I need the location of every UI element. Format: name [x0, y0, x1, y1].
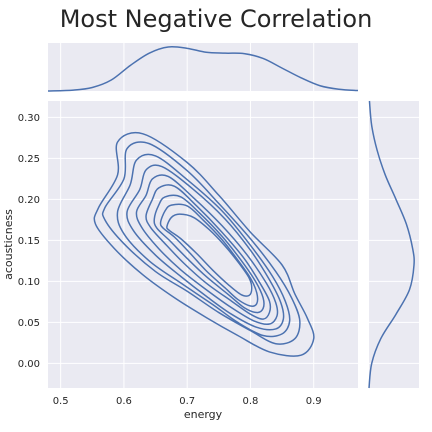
y-tick-label: 0.05 [18, 318, 40, 329]
joint-grid [48, 101, 358, 388]
y-tick-label: 0.15 [18, 236, 40, 247]
contour-level-3 [116, 153, 291, 338]
y-tick-label: 0.20 [18, 195, 40, 206]
joint-panel [48, 101, 358, 388]
x-axis-label: energy [184, 408, 223, 421]
contour-level-8 [159, 203, 259, 307]
contour-level-4 [126, 164, 285, 331]
marginal-y-panel [368, 100, 419, 389]
x-tick-label: 0.7 [179, 396, 195, 407]
marginal-x-panel [47, 43, 359, 92]
contour-level-2 [101, 141, 301, 345]
contour-level-5 [135, 174, 279, 326]
y-tick-label: 0.00 [18, 359, 40, 370]
contour-level-7 [153, 194, 265, 314]
marginal-y-density-line [368, 100, 415, 389]
contour-level-6 [145, 184, 272, 320]
x-tick-label: 0.6 [116, 396, 132, 407]
marginal-x-grid [60, 43, 315, 91]
y-axis-label: acousticness [2, 209, 15, 280]
y-tick-label: 0.25 [18, 154, 40, 165]
contour-level-1 [93, 131, 315, 357]
marginal-x-density-line [47, 45, 359, 92]
x-tick-label: 0.9 [306, 396, 322, 407]
x-tick-labels: 0.5 0.6 0.7 0.8 0.9 [53, 396, 322, 407]
y-tick-labels: 0.00 0.05 0.10 0.15 0.20 0.25 0.30 [18, 113, 40, 370]
contour-lines [93, 131, 315, 357]
x-tick-label: 0.8 [242, 396, 258, 407]
chart-title: Most Negative Correlation [60, 5, 373, 33]
x-tick-label: 0.5 [53, 396, 69, 407]
y-tick-label: 0.10 [18, 277, 40, 288]
y-tick-label: 0.30 [18, 113, 40, 124]
contour-level-9 [166, 213, 253, 297]
